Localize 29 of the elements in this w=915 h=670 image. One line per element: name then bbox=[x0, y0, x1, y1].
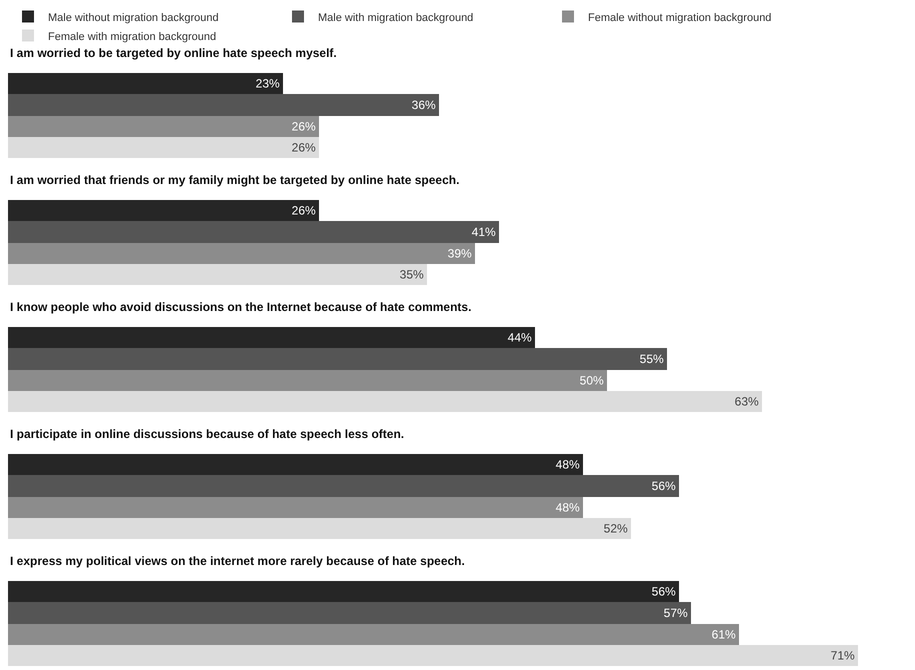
data-label: 56% bbox=[652, 584, 676, 598]
legend-label: Female without migration background bbox=[588, 12, 772, 24]
y-tick-label: I know people who avoid discussions on the Internet because of hate comments. bbox=[10, 300, 472, 314]
y-tick-label: I express my political views on the internet more rarely because of hate speech. bbox=[10, 554, 465, 568]
data-label: 71% bbox=[830, 648, 855, 662]
data-label: 63% bbox=[734, 394, 759, 408]
data-label: 50% bbox=[580, 374, 604, 388]
data-label: 36% bbox=[412, 98, 436, 112]
data-label: 26% bbox=[292, 204, 316, 218]
data-label: 26% bbox=[292, 140, 316, 154]
data-label: 39% bbox=[448, 246, 472, 260]
data-label: 26% bbox=[292, 120, 316, 134]
legend-label: Male with migration background bbox=[318, 12, 474, 24]
data-label: 56% bbox=[652, 479, 676, 493]
data-label: 44% bbox=[508, 330, 532, 344]
data-label: 48% bbox=[556, 500, 580, 514]
data-label: 52% bbox=[604, 522, 628, 536]
y-tick-label: I am worried to be targeted by online hate speech myself. bbox=[10, 46, 337, 60]
data-label: 41% bbox=[472, 225, 496, 239]
legend-label: Female with migration background bbox=[48, 30, 216, 43]
data-label: 55% bbox=[640, 352, 664, 366]
y-tick-label: I participate in online discussions because of hate speech less often. bbox=[10, 427, 404, 441]
data-label: 48% bbox=[556, 458, 580, 472]
y-tick-label: I am worried that friends or my family might be targeted by online hate speech. bbox=[10, 173, 460, 187]
data-label: 23% bbox=[256, 76, 280, 90]
data-label: 61% bbox=[712, 628, 736, 642]
data-label: 57% bbox=[664, 606, 688, 620]
data-label: 35% bbox=[400, 268, 424, 282]
legend-label: Male without migration background bbox=[48, 12, 219, 24]
